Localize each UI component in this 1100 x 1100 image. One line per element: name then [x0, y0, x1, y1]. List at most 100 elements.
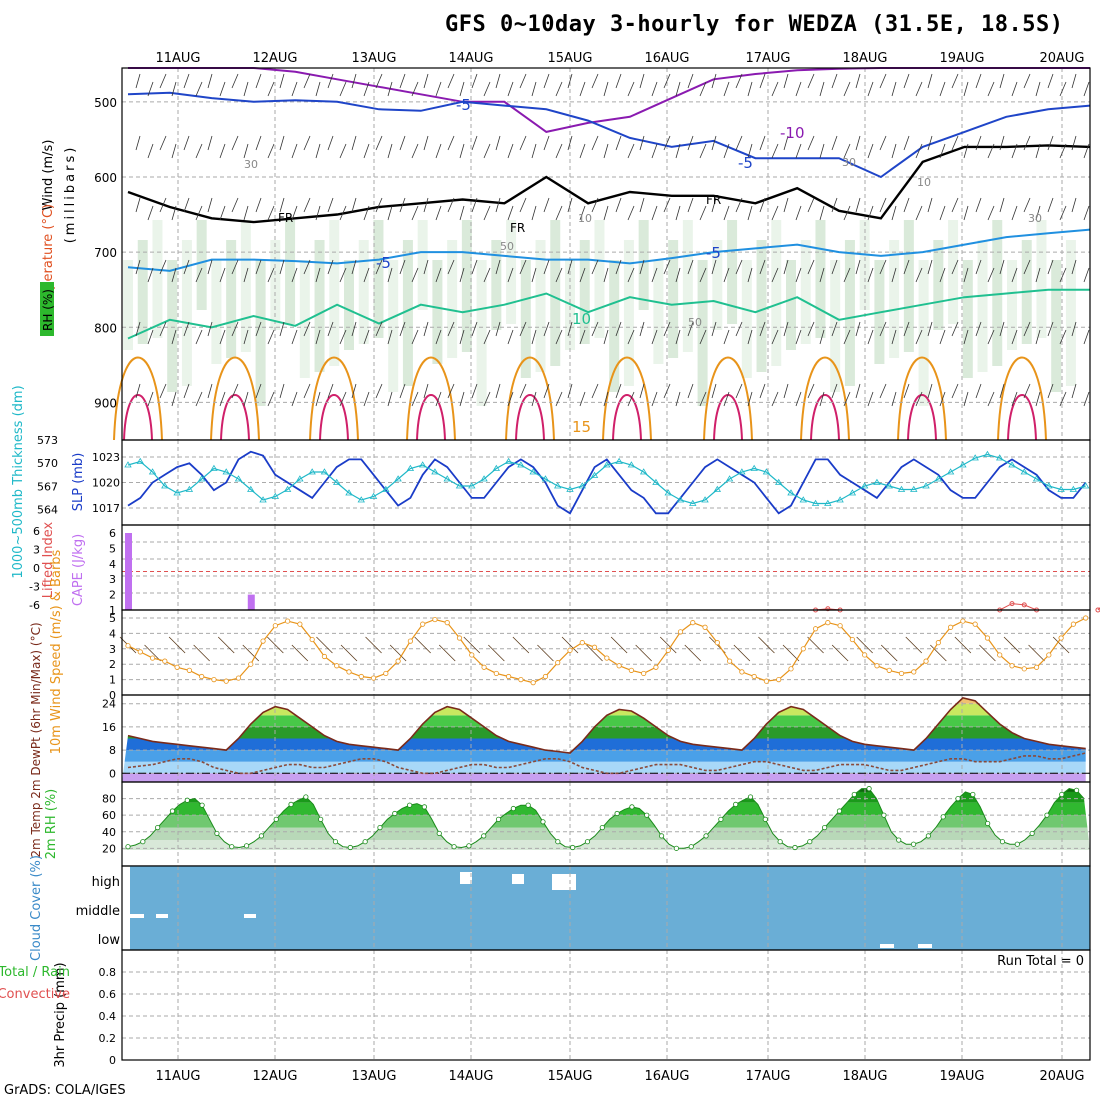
wind-barb	[927, 383, 933, 399]
rh-shade	[844, 240, 855, 386]
isotherm-hot	[612, 394, 642, 441]
wind-barb	[831, 135, 838, 151]
wind-barb	[231, 383, 239, 399]
thickness-marker	[983, 450, 992, 457]
wind-barb	[507, 143, 514, 159]
wind-barb	[555, 81, 563, 97]
wind-barb	[255, 135, 262, 151]
slp-line	[127, 450, 1087, 515]
rh-marker	[214, 830, 220, 837]
rh-shade	[756, 240, 767, 372]
wind-speed-marker	[370, 675, 377, 681]
rh-marker	[896, 837, 902, 843]
wind-barb	[399, 73, 406, 89]
rh-marker	[169, 808, 176, 814]
rh-shade	[668, 240, 679, 358]
thickness-tick: 564	[37, 504, 58, 517]
y-tick-label: 600	[94, 171, 117, 185]
wind-barb	[435, 205, 442, 221]
wind-barb-10m	[905, 636, 923, 654]
wind-speed-marker	[125, 643, 131, 649]
wind-speed-marker	[248, 661, 254, 667]
wind-barb	[447, 197, 455, 213]
wind-barb	[531, 143, 537, 159]
wind-barb	[507, 81, 514, 97]
rh-tick: 60	[102, 809, 116, 822]
rh-shade	[211, 260, 222, 364]
wind-barb	[435, 81, 442, 97]
rh-shade	[682, 220, 693, 352]
wind-barb	[675, 205, 681, 221]
thickness-marker	[775, 478, 783, 485]
wind-barb	[627, 205, 635, 221]
rh-marker	[451, 844, 457, 850]
li-tick: 3	[33, 544, 40, 557]
wind-barb	[939, 143, 946, 159]
x-tick-bottom: 12AUG	[252, 1069, 297, 1084]
thickness-marker	[1020, 468, 1028, 475]
rh-marker	[570, 844, 576, 851]
thickness-marker	[922, 482, 930, 489]
dewpoint-line	[127, 752, 1086, 775]
thickness-marker	[824, 499, 832, 506]
thickness-marker	[394, 475, 402, 482]
thickness-marker	[1032, 475, 1041, 482]
rh-marker	[688, 844, 694, 850]
isotherm--5	[127, 228, 1091, 272]
wind-barb	[1059, 205, 1067, 221]
wind-speed-marker	[272, 623, 278, 629]
rh-marker	[970, 791, 976, 798]
wind-barb	[1011, 329, 1018, 345]
thickness-marker	[418, 461, 427, 468]
temp-band	[122, 726, 1086, 739]
wind-barb	[819, 81, 825, 97]
rh-shade	[903, 220, 914, 352]
wind-barb	[219, 329, 226, 345]
wind-barb	[363, 267, 370, 283]
wind-barb-10m	[217, 636, 235, 654]
rh-marker	[243, 843, 250, 849]
thickness-marker	[308, 468, 316, 475]
wind-barb	[1047, 73, 1054, 89]
wind-barb	[351, 383, 357, 399]
wind-barb	[255, 321, 262, 337]
wind-barb	[315, 81, 321, 97]
slp-tick: 1023	[92, 451, 120, 464]
wind-speed-marker	[493, 670, 499, 677]
wind-barb	[795, 205, 802, 221]
wind-barb	[711, 259, 717, 275]
isotherm-label: 15	[572, 418, 591, 436]
rh-shade	[152, 220, 163, 338]
rh-shade	[417, 220, 428, 310]
rh-shade	[344, 260, 354, 350]
wind-barb	[591, 259, 599, 275]
wind-barb	[387, 81, 393, 97]
wind-barb	[867, 267, 874, 283]
rh-shade	[491, 240, 502, 330]
wind-barb	[783, 383, 789, 399]
wind-barb	[399, 259, 406, 275]
rh-shade	[329, 220, 340, 366]
thickness-marker	[1057, 485, 1065, 492]
wind-barb	[867, 391, 874, 407]
wind-tick: 5	[109, 612, 116, 625]
cloud-block	[156, 914, 168, 918]
wind-barb	[303, 259, 311, 275]
wind-barb	[783, 73, 789, 89]
wind-barb	[219, 81, 226, 97]
wind-barb	[243, 267, 249, 283]
wind-speed-marker	[984, 635, 991, 641]
wind-speed-marker	[788, 666, 794, 672]
wind-barb	[171, 391, 177, 407]
isotherm-hot	[220, 394, 250, 441]
x-tick-bottom: 11AUG	[155, 1069, 200, 1084]
wind-barb	[987, 329, 995, 345]
wind-barb	[471, 383, 478, 399]
wind-speed-marker	[874, 663, 880, 669]
rh-shade	[771, 220, 782, 366]
temp-band	[122, 738, 1086, 751]
wind-barb	[183, 259, 190, 275]
wind-barb	[363, 205, 370, 221]
x-tick-bottom: 17AUG	[745, 1069, 790, 1084]
wind-barb	[807, 197, 815, 213]
